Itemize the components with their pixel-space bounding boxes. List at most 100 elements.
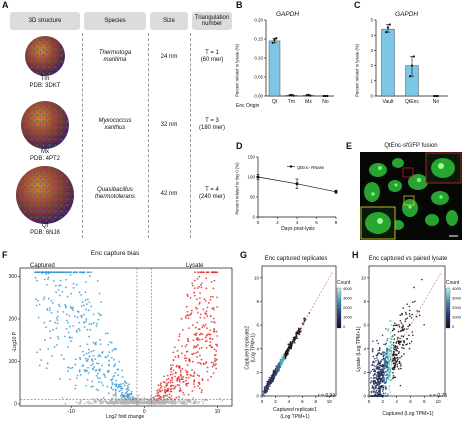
volcano-point bbox=[90, 359, 93, 361]
volcano-point bbox=[212, 362, 215, 364]
volcano-point bbox=[43, 296, 46, 299]
scatter-point bbox=[378, 387, 381, 390]
scatter-point bbox=[372, 386, 375, 389]
size-qt: 42 nm bbox=[160, 191, 178, 197]
mx-structure-image bbox=[21, 101, 69, 149]
volcano-point bbox=[193, 372, 196, 375]
scatter-point bbox=[386, 362, 389, 365]
tri-tm-2: (60 mer) bbox=[200, 57, 224, 63]
volcano-point bbox=[78, 291, 81, 294]
scatter-point bbox=[392, 341, 395, 344]
volcano-point bbox=[82, 364, 85, 367]
volcano-point bbox=[88, 348, 90, 351]
data-point bbox=[305, 94, 308, 97]
volcano-point bbox=[79, 345, 82, 348]
volcano-point bbox=[94, 342, 97, 345]
scatter-point bbox=[399, 320, 402, 322]
scatter-point bbox=[390, 344, 393, 346]
volcano-point bbox=[160, 385, 163, 388]
volcano-point bbox=[106, 332, 109, 335]
volcano-point bbox=[94, 358, 96, 361]
volcano-point bbox=[130, 390, 133, 393]
volcano-point bbox=[210, 346, 213, 349]
volcano-point bbox=[185, 305, 188, 308]
scatter-point bbox=[390, 360, 392, 363]
scatter-point bbox=[410, 317, 413, 319]
data-point bbox=[385, 31, 388, 34]
volcano-point bbox=[195, 306, 197, 309]
volcano-point bbox=[207, 302, 210, 304]
volcano-point bbox=[49, 330, 51, 332]
volcano-point bbox=[196, 287, 199, 289]
volcano-point bbox=[68, 337, 71, 339]
volcano-point bbox=[194, 271, 196, 274]
scatter-point bbox=[378, 390, 380, 393]
volcano-point bbox=[156, 389, 159, 392]
volcano-point bbox=[88, 271, 91, 274]
y-tick-label: 0.00 bbox=[254, 94, 263, 99]
volcano-point bbox=[178, 384, 181, 387]
volcano-point bbox=[179, 387, 181, 389]
volcano-point bbox=[192, 375, 195, 377]
volcano-point bbox=[72, 306, 74, 309]
volcano-point bbox=[108, 359, 110, 362]
scatter-point bbox=[392, 362, 395, 365]
volcano-point bbox=[206, 315, 209, 318]
volcano-point bbox=[193, 371, 196, 374]
volcano-point bbox=[37, 316, 40, 319]
scatter-point bbox=[409, 315, 411, 317]
volcano-point bbox=[201, 333, 204, 336]
scatter-point bbox=[376, 357, 378, 359]
scatter-point bbox=[388, 359, 391, 362]
volcano-point-ns bbox=[167, 401, 170, 404]
x-tick-label: Vault bbox=[382, 99, 394, 105]
volcano-point bbox=[198, 375, 201, 377]
scatter-point bbox=[381, 353, 383, 356]
panel-h-ylabel: Lysate (Log TPM+1) bbox=[356, 326, 362, 372]
volcano-point bbox=[193, 380, 195, 383]
data-point bbox=[388, 23, 391, 26]
volcano-point bbox=[168, 396, 171, 399]
scatter-point bbox=[408, 347, 411, 350]
scatter-point bbox=[371, 347, 374, 350]
scatter-point bbox=[397, 336, 399, 339]
volcano-point bbox=[78, 329, 81, 332]
volcano-point-ns bbox=[96, 397, 98, 400]
volcano-point bbox=[113, 374, 115, 377]
panel-label-b: B bbox=[236, 0, 243, 10]
volcano-point bbox=[177, 356, 180, 359]
volcano-point bbox=[202, 324, 205, 327]
volcano-point bbox=[81, 301, 84, 303]
volcano-point bbox=[71, 366, 74, 369]
scatter-point bbox=[393, 348, 396, 351]
table-divider bbox=[82, 33, 83, 238]
species-tm-1: Thermotoga bbox=[98, 50, 132, 56]
scatter-point bbox=[375, 389, 378, 392]
volcano-point bbox=[46, 362, 49, 365]
mx-abbr: Mx bbox=[41, 149, 49, 155]
volcano-point bbox=[109, 341, 112, 343]
volcano-point bbox=[209, 337, 212, 340]
volcano-point bbox=[178, 335, 181, 338]
volcano-point bbox=[84, 281, 87, 283]
volcano-point bbox=[113, 364, 116, 367]
scatter-point bbox=[393, 356, 396, 359]
scatter-point bbox=[383, 373, 385, 376]
volcano-point bbox=[200, 346, 203, 349]
volcano-point bbox=[162, 394, 165, 397]
volcano-point bbox=[62, 310, 65, 313]
scatter-point bbox=[388, 388, 390, 390]
volcano-point bbox=[172, 351, 175, 354]
volcano-point bbox=[212, 372, 215, 375]
panel-d-legend: QtEnc- RNase bbox=[297, 165, 324, 170]
scatter-point bbox=[400, 365, 402, 367]
volcano-point bbox=[193, 346, 195, 349]
tri-tm-1: T = 1 bbox=[205, 50, 219, 56]
volcano-point bbox=[84, 299, 87, 301]
scatter-point bbox=[401, 328, 404, 330]
scatter-point bbox=[398, 361, 401, 364]
scatter-point bbox=[389, 349, 392, 352]
volcano-point bbox=[86, 271, 89, 274]
volcano-point bbox=[187, 382, 190, 385]
